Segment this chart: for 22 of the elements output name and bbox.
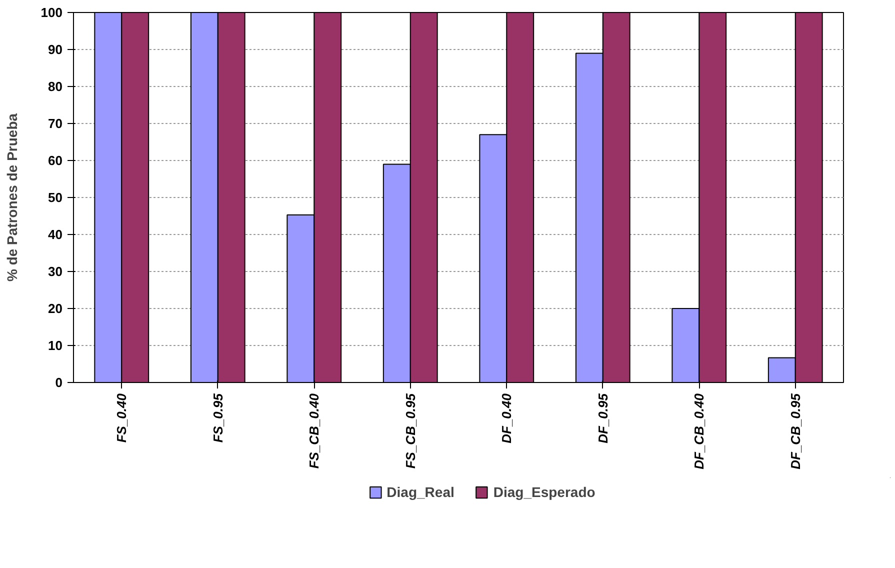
legend-label: Diag_Real [386, 484, 454, 500]
y-tick-label: 80 [48, 79, 63, 94]
x-tick-label: FS_CB_0.40 [306, 392, 322, 469]
y-tick-label: 70 [48, 116, 63, 131]
x-tick-label: FS_0.40 [114, 392, 130, 443]
x-tick-label: DF_0.95 [595, 392, 610, 444]
y-axis-title: % de Patrones de Prueba [4, 113, 20, 282]
x-tick-label: FS_CB_0.95 [402, 392, 418, 469]
y-tick-label: 0 [55, 375, 63, 390]
y-tick-label: 100 [40, 5, 63, 20]
legend-label: Diag_Esperado [493, 484, 596, 500]
x-tick-label: DF_CB_0.40 [692, 392, 707, 470]
x-tick-label: FS_0.95 [210, 392, 226, 443]
x-tick-label: DF_0.40 [499, 392, 514, 444]
y-tick-label: 90 [48, 42, 63, 57]
y-tick-label: 20 [48, 301, 63, 316]
x-tick-label: DF_CB_0.95 [788, 392, 803, 470]
y-tick-label: 40 [48, 227, 63, 242]
y-tick-label: 10 [48, 338, 63, 353]
y-tick-label: 50 [48, 190, 63, 205]
y-tick-label: 30 [48, 264, 63, 279]
y-tick-label: 60 [48, 153, 63, 168]
